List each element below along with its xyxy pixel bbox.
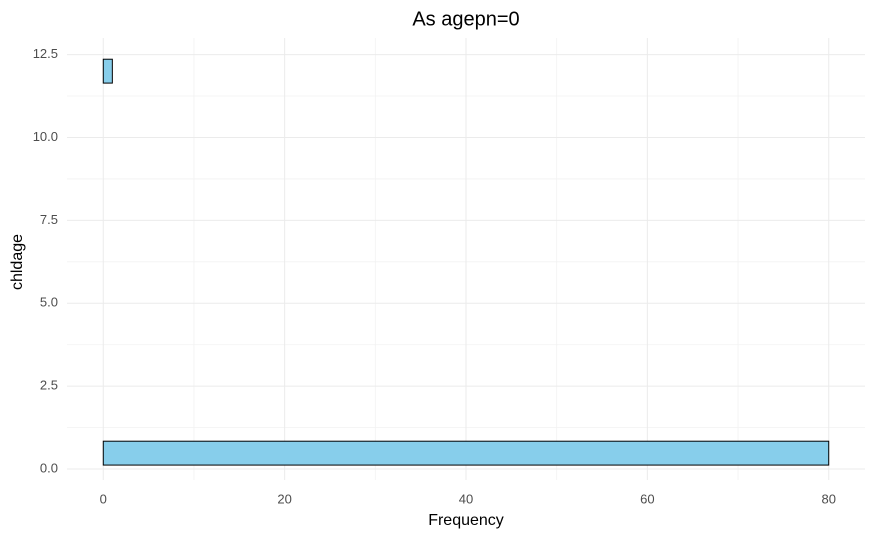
y-tick-label: 7.5	[40, 212, 58, 227]
bar	[102, 440, 830, 466]
y-axis-title: chldage	[9, 234, 26, 290]
y-tick-label: 2.5	[40, 378, 58, 393]
x-tick-label: 40	[459, 491, 473, 506]
y-tick-label: 10.0	[33, 129, 58, 144]
x-tick-label: 0	[100, 491, 107, 506]
x-tick-label: 20	[277, 491, 291, 506]
chart-title: As agepn=0	[412, 8, 519, 30]
y-tick-label: 12.5	[33, 46, 58, 61]
y-tick-label: 5.0	[40, 295, 58, 310]
x-tick-label: 80	[821, 491, 835, 506]
y-tick-label: 0.0	[40, 460, 58, 475]
bar	[102, 58, 113, 84]
x-axis-title: Frequency	[428, 512, 504, 529]
x-tick-label: 60	[640, 491, 654, 506]
